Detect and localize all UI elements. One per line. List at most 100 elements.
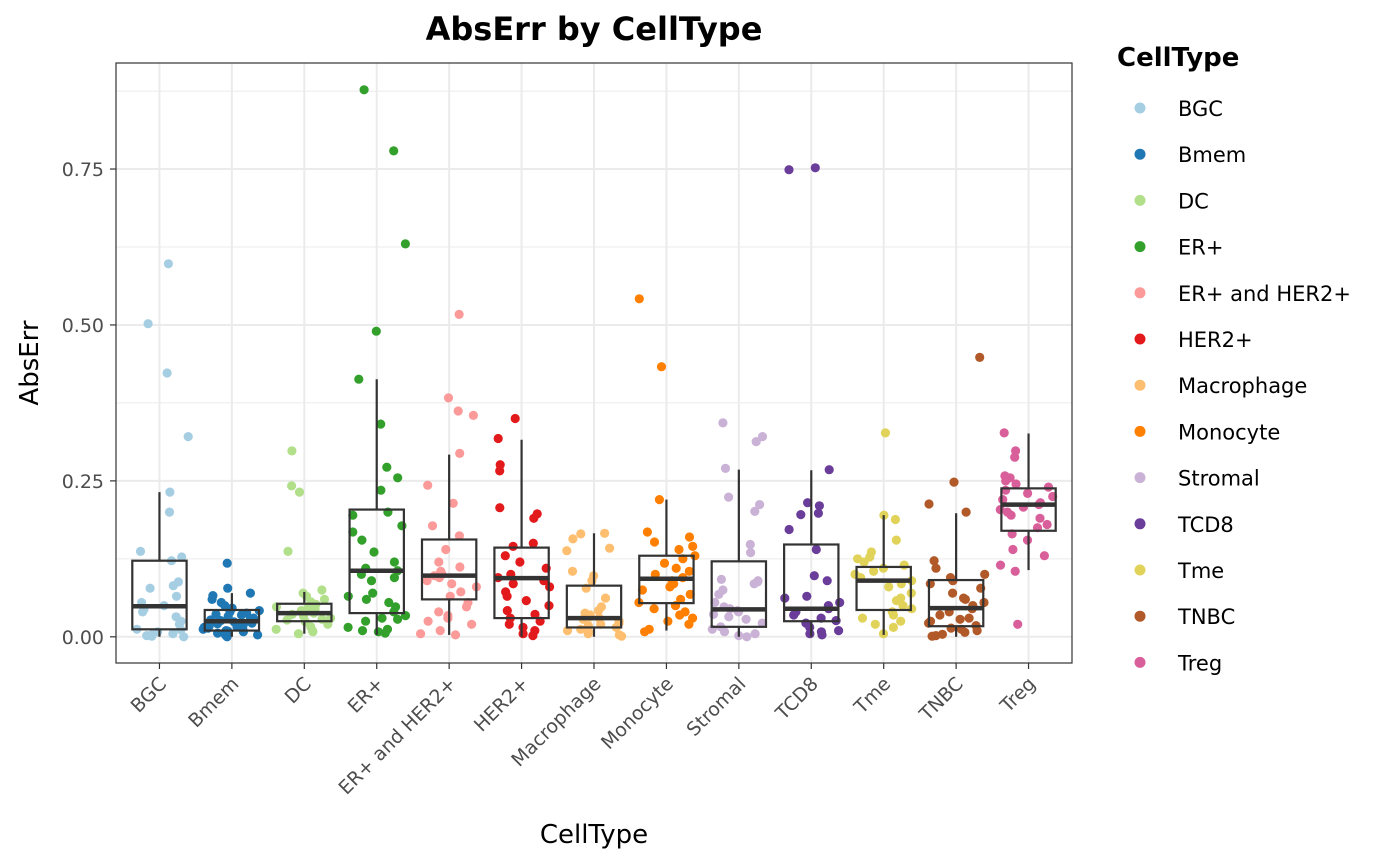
box [420,538,478,601]
data-point [870,619,880,629]
data-point [359,85,369,95]
data-point [1006,510,1016,520]
data-point [515,557,525,567]
boxplots [131,379,1057,637]
boxplot [276,591,333,634]
data-point [368,588,378,598]
data-point [271,624,281,634]
data-point [810,163,820,173]
data-point [165,487,175,497]
box [131,559,188,631]
data-point [640,627,650,637]
data-point [138,607,148,617]
boxplot [855,515,912,635]
box [565,584,623,629]
data-point [719,627,730,637]
data-point [964,613,974,623]
data-point [750,506,760,516]
legend-label: HER2+ [1178,328,1253,352]
data-point [283,546,293,557]
data-point [817,630,827,640]
data-point [454,309,464,319]
boxplot [131,492,188,637]
data-point [400,239,410,249]
data-point [135,546,146,557]
data-point [1039,551,1049,561]
data-point [502,606,512,616]
data-point [751,437,761,447]
data-point [168,581,178,591]
data-point [343,622,353,633]
data-point [593,606,604,616]
data-point [929,556,939,566]
data-point [461,602,472,612]
data-point [1043,482,1054,492]
data-point [423,480,433,490]
x-tick-label: BGC [127,673,171,717]
boxplot [420,454,478,635]
data-point [562,546,572,556]
legend-title: CellType [1117,43,1239,73]
chart-title: AbsErr by CellType [426,10,763,48]
legend-key [1134,194,1146,206]
data-point [357,626,368,636]
data-point [222,558,232,568]
data-point [834,626,844,636]
x-tick-label: ER+ [344,673,389,718]
legend-key [1134,287,1146,299]
data-point [416,629,426,639]
data-point [528,631,538,641]
data-point [455,562,465,572]
data-point [455,448,465,458]
data-point [888,610,899,620]
data-point [389,573,399,583]
y-tick-label: 0.25 [62,471,104,493]
data-point [1035,513,1045,523]
data-point [508,579,518,589]
data-point [813,508,824,518]
data-point [824,465,834,475]
boxplot [348,379,405,635]
data-point [949,477,959,487]
data-point [880,428,891,438]
data-point [393,473,403,483]
data-point [287,481,297,491]
y-tick-label: 0.00 [62,627,104,649]
data-point [371,326,381,336]
x-tick-label: Treg [996,673,1041,718]
boxplot [203,593,261,637]
data-point [397,521,407,531]
data-point [642,527,653,537]
data-point [675,610,685,620]
data-point [955,614,965,624]
y-axis-title: AbsErr [15,320,45,405]
legend-label: Macrophage [1178,374,1307,398]
boxplot [1000,433,1057,571]
data-point [454,531,464,541]
legend-key [1134,472,1146,484]
box [927,578,985,628]
data-point [803,498,813,508]
legend-key [1134,241,1146,253]
data-point [162,368,172,378]
legend-key [1134,425,1146,437]
data-point [495,466,505,476]
data-point [898,601,908,611]
data-point [450,630,461,640]
data-point [495,503,505,513]
data-point [935,610,945,620]
y-tick-label: 0.75 [62,159,104,181]
data-point [468,410,478,420]
data-point [168,629,178,639]
data-point [382,462,392,472]
data-point [600,528,610,538]
legend-key [1134,333,1146,345]
data-point [530,609,540,620]
legend: CellType BGC Bmem DC ER+ ER+ and HER2+ HER2+ M… [1117,43,1351,675]
x-tick-label: TCD8 [771,673,823,725]
legend-key [1134,518,1146,530]
data-point [529,513,539,523]
x-tick-label: HER2+ [470,673,533,736]
data-point [238,627,248,637]
